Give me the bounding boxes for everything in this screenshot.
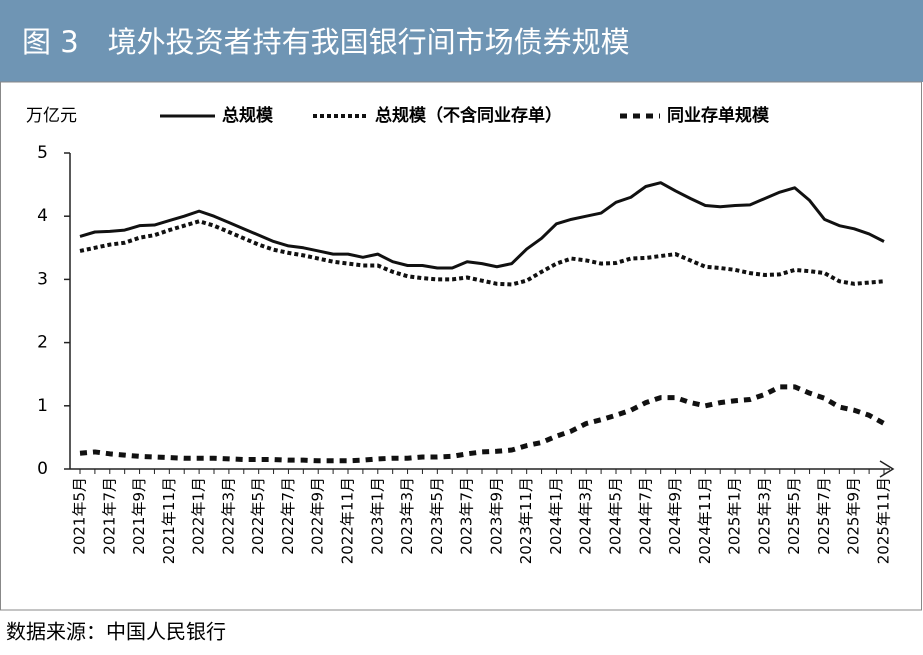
x-tick-label: 2023年9月 [487, 477, 505, 555]
x-tick-label: 2021年7月 [100, 477, 118, 555]
y-tick-label: 1 [37, 396, 48, 416]
x-axis-arrow [879, 460, 895, 478]
x-tick-label: 2025年1月 [726, 477, 744, 555]
x-tick-label: 2024年3月 [577, 477, 595, 555]
x-tick-label: 2024年11月 [696, 477, 714, 564]
legend-label: 总规模 [222, 105, 274, 126]
x-tick-label: 2023年7月 [458, 477, 476, 555]
x-tick-label: 2025年9月 [845, 477, 863, 555]
x-tick-label: 2022年11月 [339, 477, 357, 564]
x-tick-label: 2022年5月 [249, 477, 267, 555]
series-line [79, 181, 885, 270]
x-tick-label: 2024年7月 [636, 477, 654, 555]
x-tick-label: 2023年3月 [398, 477, 416, 555]
header-bar [0, 0, 923, 82]
y-tick-label: 0 [37, 459, 48, 479]
x-tick-label: 2022年9月 [309, 477, 327, 555]
x-tick-label: 2021年11月 [160, 477, 178, 564]
y-tick-label: 2 [37, 333, 48, 353]
x-tick-label: 2021年9月 [130, 477, 148, 555]
x-tick-label: 2025年7月 [815, 477, 833, 555]
y-tick-label: 3 [37, 269, 48, 289]
x-tick-label: 2022年7月 [279, 477, 297, 555]
x-tick-label: 2025年3月 [755, 477, 773, 555]
legend-label: 同业存单规模 [667, 105, 770, 126]
x-tick-label: 2024年9月 [666, 477, 684, 555]
x-tick-label: 2023年5月 [428, 477, 446, 555]
y-tick-label: 5 [37, 143, 48, 163]
y-axis-unit: 万亿元 [26, 106, 77, 126]
source-note: 数据来源：中国人民银行 [6, 620, 226, 644]
x-tick-label: 2023年1月 [368, 477, 386, 555]
x-tick-label: 2023年11月 [517, 477, 535, 564]
x-tick-label: 2024年1月 [547, 477, 565, 555]
x-tick-label: 2025年11月 [875, 477, 893, 564]
x-tick-label: 2021年5月 [71, 477, 89, 555]
x-tick-label: 2024年5月 [607, 477, 625, 555]
legend-label: 总规模（不含同业存单） [375, 105, 562, 126]
y-tick-label: 4 [37, 206, 48, 226]
series-line [79, 219, 885, 287]
x-tick-label: 2025年5月 [785, 477, 803, 555]
chart-title: 图 3 境外投资者持有我国银行间市场债券规模 [22, 25, 630, 59]
series-line [79, 384, 886, 464]
x-tick-label: 2022年3月 [219, 477, 237, 555]
x-tick-label: 2022年1月 [190, 477, 208, 555]
chart-frame [0, 81, 922, 611]
